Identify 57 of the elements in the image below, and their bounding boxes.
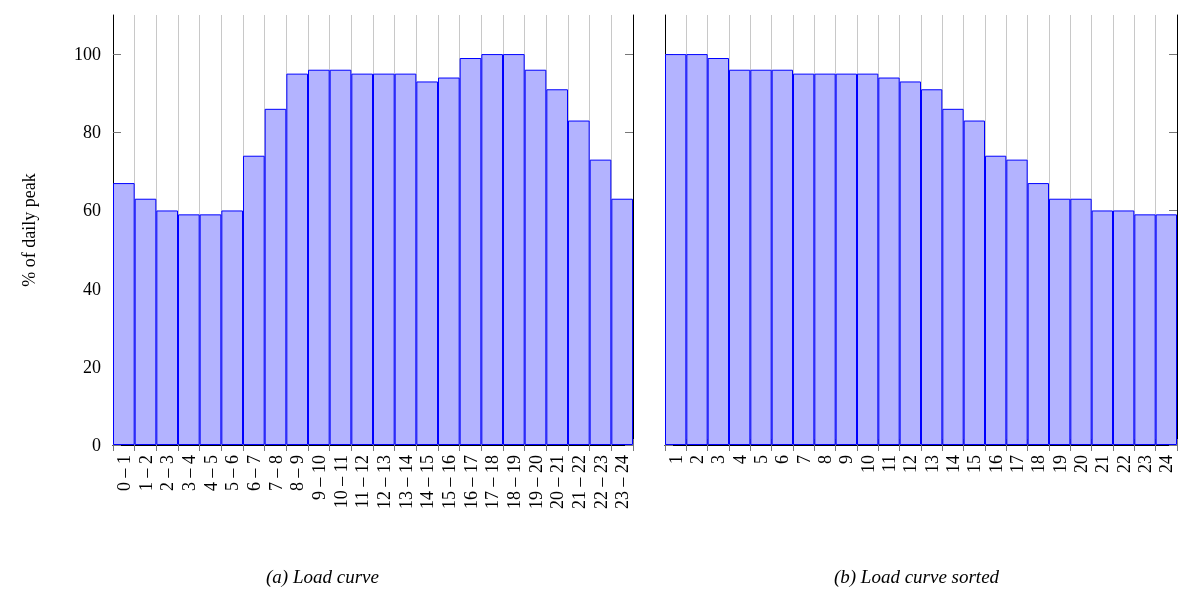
x-tick-label: 9 – 10 [308, 455, 329, 500]
x-tick-label: 23 [1135, 455, 1155, 473]
x-tick-label: 7 [793, 455, 814, 464]
x-tick-label: 12 – 13 [373, 455, 394, 509]
x-tick-label: 18 – 19 [503, 455, 524, 509]
x-tick-label: 20 – 21 [547, 455, 568, 509]
x-tick-label: 11 [879, 455, 899, 473]
y-tick-label: 60 [83, 200, 101, 221]
x-tick-label: 18 [1028, 455, 1049, 473]
y-axis-title: % of daily peak [19, 173, 39, 287]
x-tick-label: 21 – 22 [568, 455, 589, 509]
x-tick-label: 14 – 15 [417, 455, 438, 509]
x-tick-label: 22 [1113, 455, 1134, 473]
x-tick-label: 6 – 7 [243, 455, 264, 491]
x-tick-label: 10 [857, 455, 878, 473]
x-tick-label: 13 [921, 455, 942, 473]
x-tick-label: 2 – 3 [157, 455, 178, 491]
x-tick-label: 1 – 2 [135, 455, 156, 491]
x-tick-label: 3 – 4 [178, 455, 199, 491]
text: (a) Load curve [266, 566, 379, 588]
x-tick-label: 5 [751, 455, 771, 464]
x-tick-label: 4 – 5 [200, 455, 221, 491]
x-tick-label: 8 [815, 455, 835, 464]
x-tick-label: 9 [836, 455, 857, 464]
x-tick-label: 5 – 6 [222, 455, 243, 491]
x-tick-label: 16 – 17 [460, 455, 481, 509]
x-tick-label: 13 – 14 [395, 455, 416, 509]
x-tick-label: 21 [1092, 455, 1113, 473]
y-tick-label: 100 [74, 44, 101, 65]
y-tick-label: 80 [83, 122, 101, 143]
x-tick-label: 19 – 20 [525, 455, 546, 509]
x-tick-label: 24 [1156, 455, 1177, 473]
x-tick-label: 11 – 12 [352, 455, 373, 509]
x-tick-label: 1 [665, 455, 686, 464]
x-tick-label: 3 [708, 455, 729, 464]
x-tick-label: 14 [943, 455, 963, 473]
x-tick-label: 0 – 1 [113, 455, 134, 491]
x-tick-label: 2 [687, 455, 707, 464]
x-tick-label: 8 – 9 [287, 455, 308, 491]
x-tick-label: 22 – 23 [590, 455, 611, 509]
y-tick-label: 20 [83, 356, 101, 377]
x-tick-label: 15 [964, 455, 985, 473]
x-tick-label: 4 [729, 455, 750, 464]
x-tick-label: 10 – 11 [330, 455, 351, 509]
x-tick-label: 15 – 16 [438, 455, 459, 509]
text: (b) Load curve sorted [833, 566, 1000, 588]
x-tick-label: 17 [1007, 455, 1027, 473]
x-tick-label: 6 [772, 455, 793, 464]
x-tick-label: 12 [900, 455, 921, 473]
x-tick-label: 23 – 24 [612, 455, 633, 509]
x-tick-label: 16 [985, 455, 1006, 473]
x-tick-label: 17 – 18 [482, 455, 503, 509]
y-tick-label: 40 [83, 278, 101, 299]
x-tick-label: 7 – 8 [265, 455, 286, 491]
x-tick-label: 20 [1071, 455, 1091, 473]
x-tick-label: 19 [1049, 455, 1070, 473]
y-tick-label: 0 [92, 435, 101, 455]
